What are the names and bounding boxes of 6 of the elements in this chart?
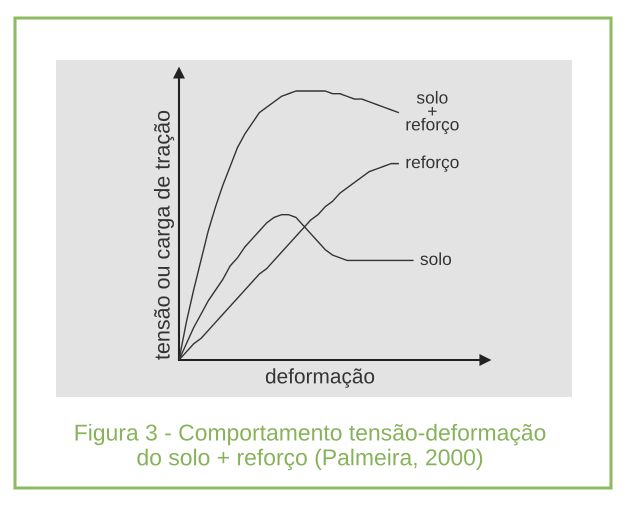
series-label: solo + reforço <box>406 90 459 134</box>
series-label: solo <box>420 252 452 266</box>
y-axis-title: tensão ou carga de tração <box>154 110 174 360</box>
text: Figura 3 - Comportamento tensão-deformação do solo + reforço (Palmeira, 2000) <box>76 424 546 470</box>
series-label: reforço <box>406 156 459 172</box>
x-axis-title: deformação <box>266 368 374 388</box>
